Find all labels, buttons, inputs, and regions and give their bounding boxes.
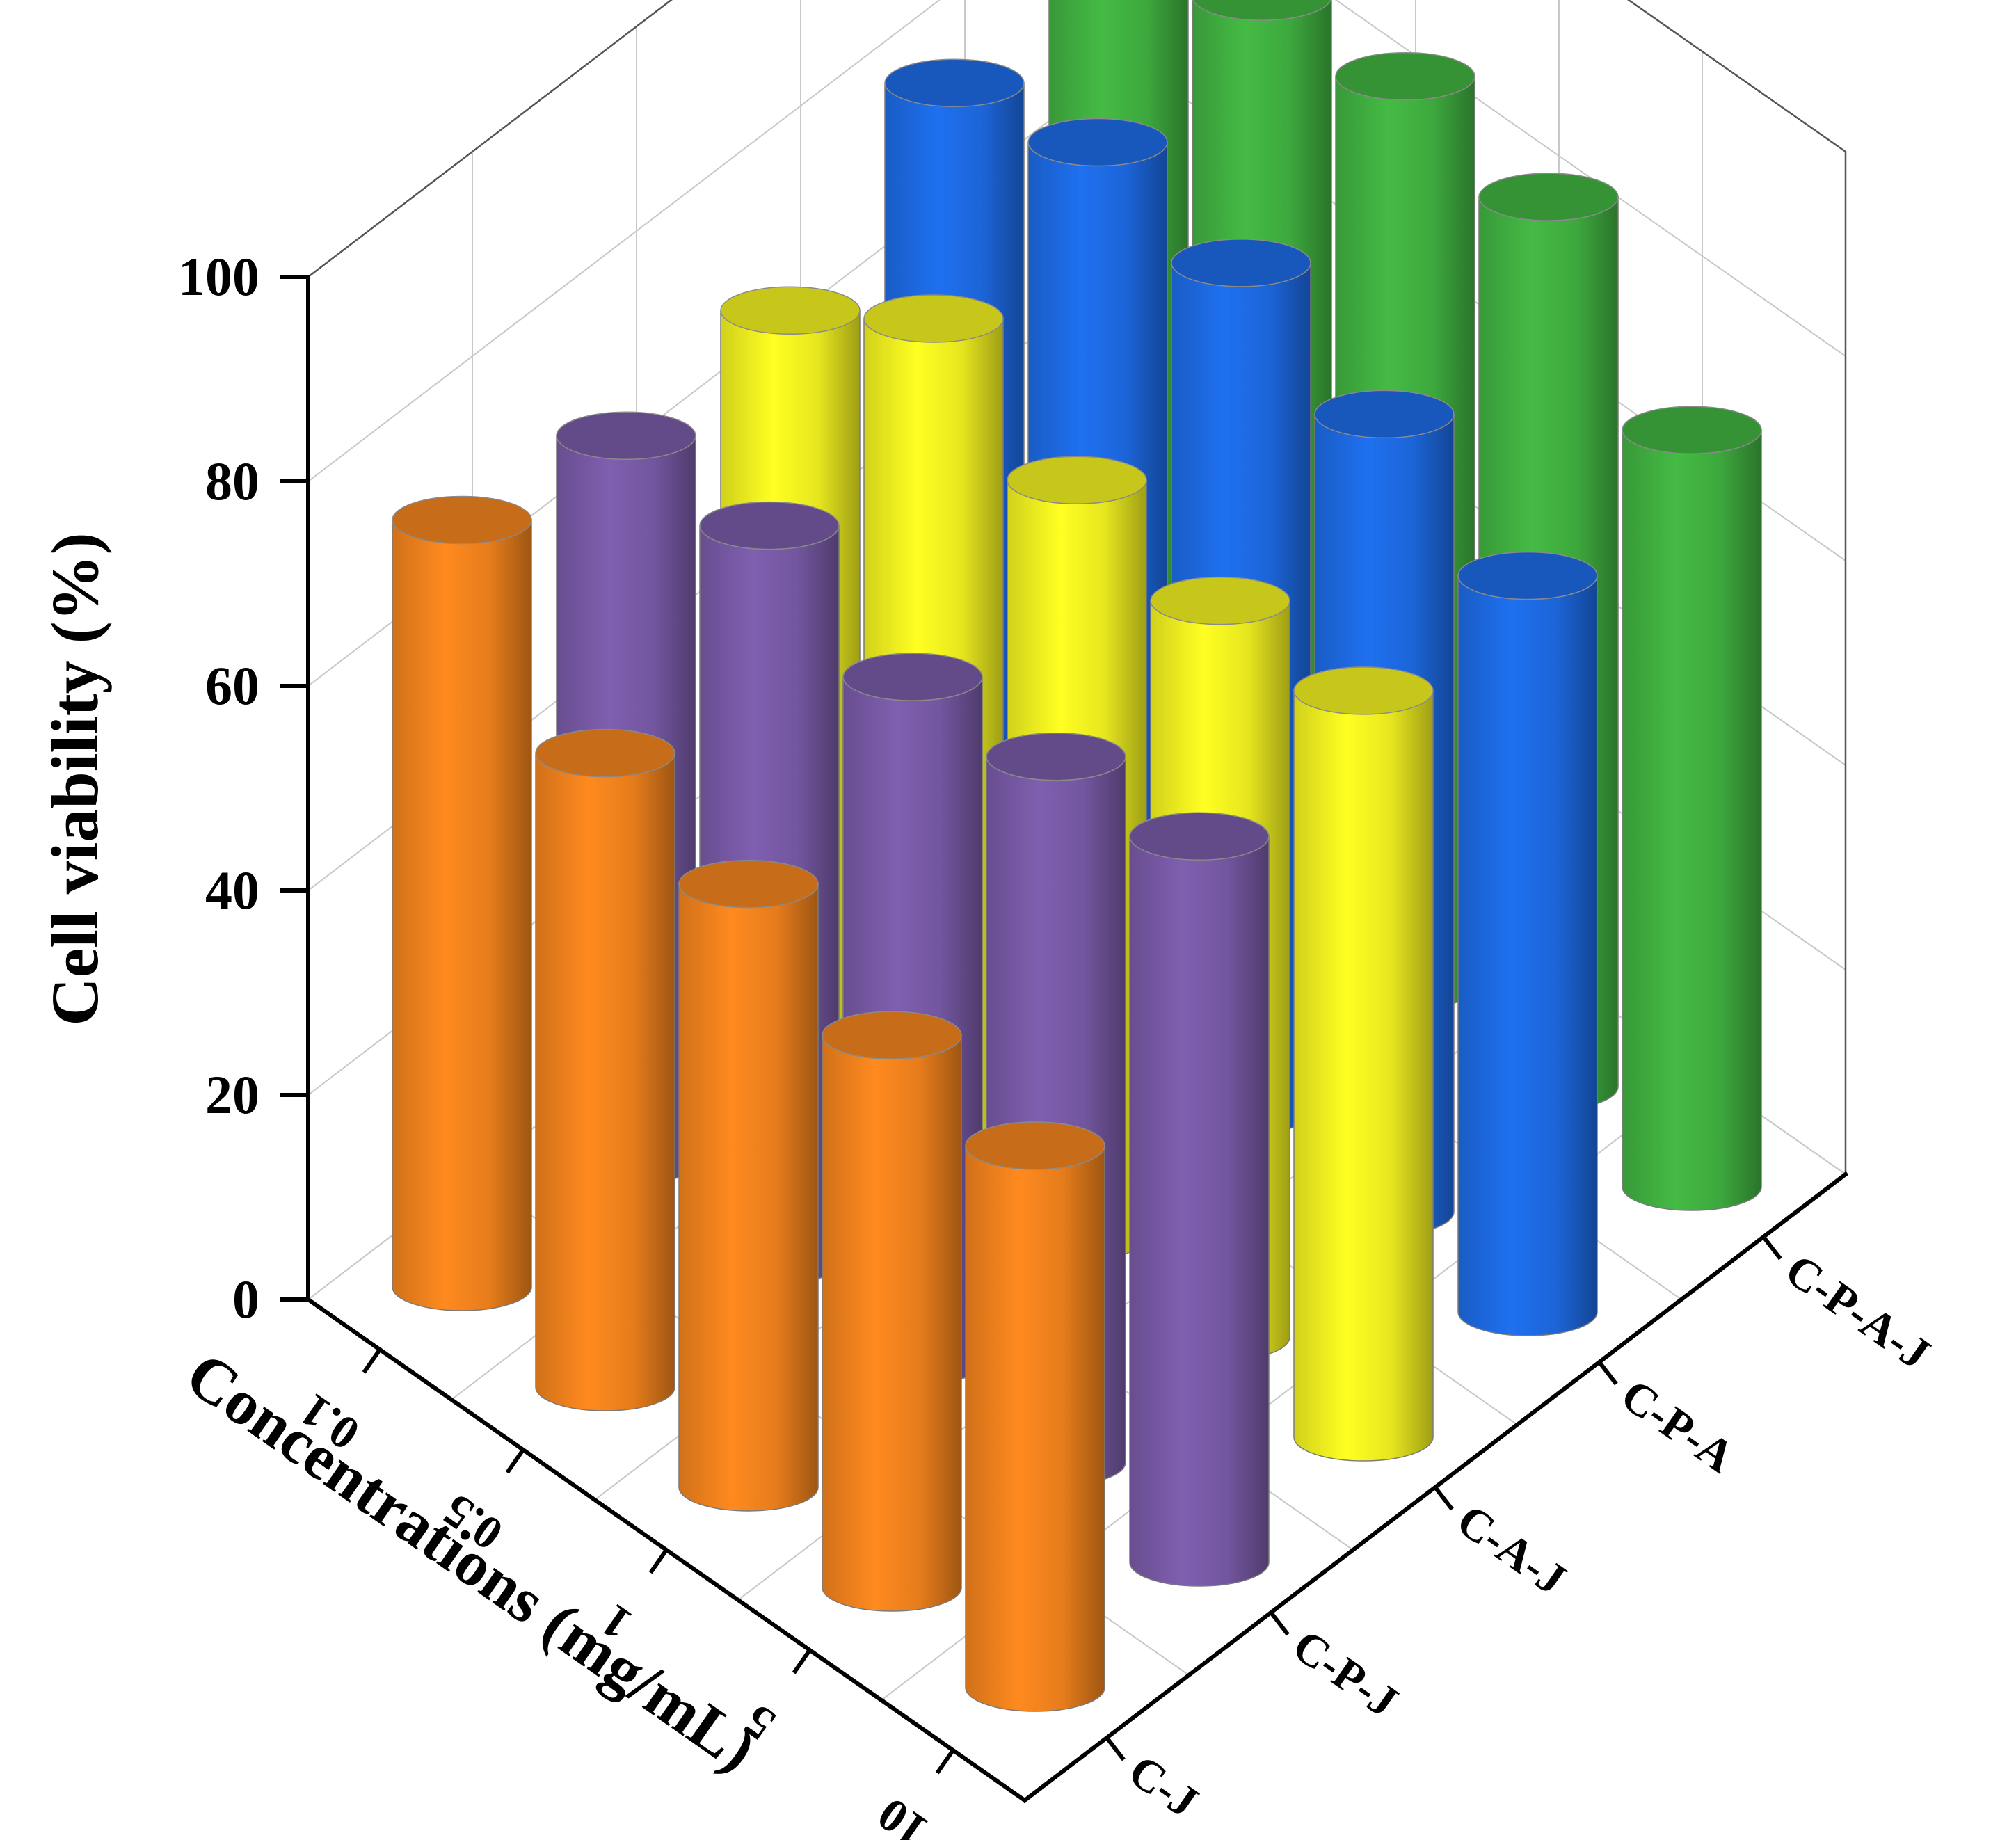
bar-C-J-1 <box>678 859 819 1512</box>
bar-body <box>822 1034 962 1612</box>
y-tick-label: C-A-J <box>1448 1495 1575 1606</box>
z-tick-label: 80 <box>205 451 259 511</box>
z-tick-label: 60 <box>205 655 259 716</box>
z-axis-title: Cell viability (%) <box>38 532 112 1025</box>
bar-top <box>1171 239 1311 287</box>
bar-top <box>1622 406 1762 454</box>
bar-top <box>720 286 861 335</box>
bar-C-P-A-J-10 <box>1622 406 1762 1211</box>
bar-top <box>1478 173 1619 221</box>
bar-top <box>1007 456 1147 504</box>
bar-top <box>556 411 696 461</box>
bar-body <box>965 1145 1105 1712</box>
bar-body <box>392 519 532 1311</box>
x-tick-label: 10 <box>868 1788 937 1840</box>
bar-top <box>986 732 1126 781</box>
z-tick-label: 40 <box>205 860 259 920</box>
bar-top <box>699 501 840 550</box>
x-tick <box>362 1348 382 1374</box>
bar-body <box>1129 835 1270 1587</box>
y-tick-label: C-P-A <box>1612 1370 1743 1483</box>
bar-top <box>842 653 983 701</box>
bar-top <box>1192 0 1331 21</box>
y-tick-label: C-J <box>1119 1745 1207 1828</box>
y-tick <box>1105 1736 1126 1761</box>
bar-body <box>1457 575 1598 1336</box>
bar-top <box>965 1121 1105 1170</box>
bar-top <box>1293 666 1434 715</box>
bar-top <box>1129 812 1270 861</box>
x-tick <box>648 1549 669 1574</box>
bar-C-J-0.1 <box>392 495 532 1311</box>
bar-body <box>535 752 675 1411</box>
x-tick <box>935 1749 955 1775</box>
bar-top <box>1457 551 1598 600</box>
z-tick-label: 0 <box>232 1269 259 1329</box>
z-tick-label: 100 <box>178 246 259 307</box>
bar-top <box>884 58 1025 108</box>
frame-top <box>307 0 1847 1174</box>
bar-top <box>1314 390 1455 439</box>
z-tick-label: 20 <box>205 1064 259 1125</box>
bar-top <box>392 495 532 545</box>
bar-top <box>1027 118 1168 167</box>
bar-top <box>535 728 675 778</box>
bar-top <box>1150 576 1290 625</box>
bar-body <box>678 883 819 1512</box>
bar-top <box>1335 51 1475 101</box>
y-tick <box>1597 1361 1618 1386</box>
bar-top <box>822 1011 962 1059</box>
bar-C-J-0.5 <box>535 728 675 1411</box>
x-tick <box>792 1649 812 1674</box>
bar-top <box>678 859 819 909</box>
bar-C-J-10 <box>965 1121 1105 1712</box>
y-tick <box>1761 1235 1782 1261</box>
x-tick <box>505 1448 525 1474</box>
bar-C-P-A-10 <box>1457 551 1598 1336</box>
y-tick <box>1433 1486 1454 1511</box>
bar-C-J-5 <box>822 1011 962 1612</box>
y-tick-label: C-P-A-J <box>1776 1245 1939 1379</box>
y-tick <box>1269 1611 1290 1636</box>
y-tick-label: C-P-J <box>1283 1620 1407 1727</box>
bar-body <box>1293 690 1434 1462</box>
bar-C-A-J-10 <box>1293 666 1434 1462</box>
bar-C-P-J-10 <box>1129 812 1270 1587</box>
bar-top <box>863 294 1004 343</box>
bar-body <box>1622 429 1762 1211</box>
